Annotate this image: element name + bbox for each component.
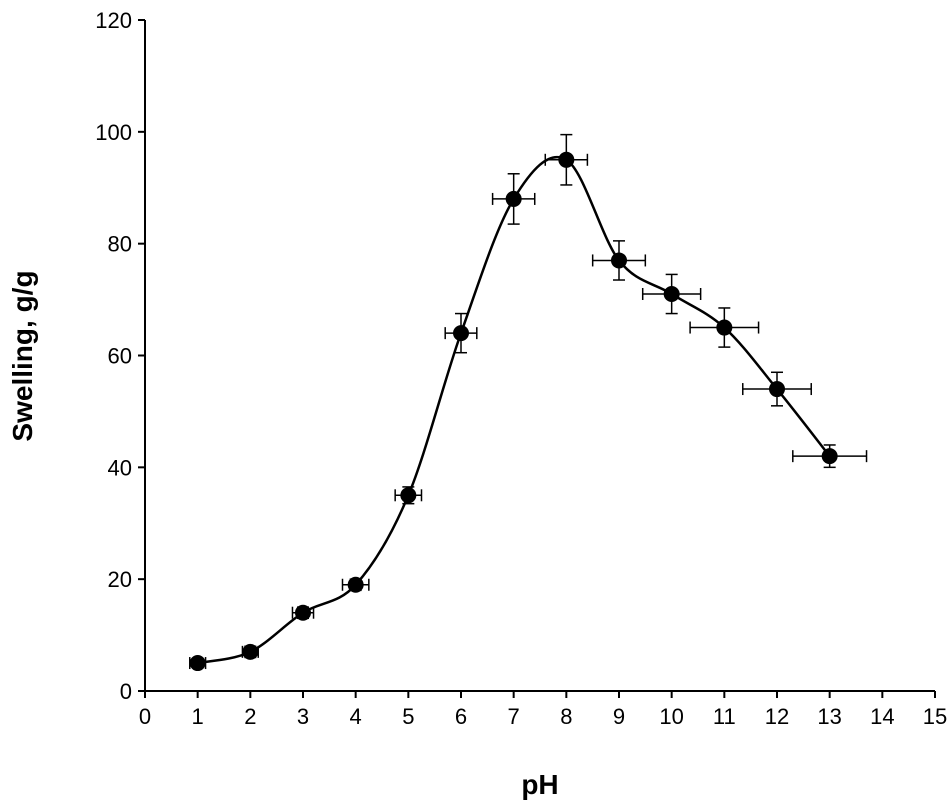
error-bars bbox=[189, 133, 868, 670]
data-point bbox=[716, 319, 733, 336]
y-tick-label: 0 bbox=[120, 679, 132, 704]
data-point bbox=[189, 655, 206, 672]
data-point bbox=[558, 151, 575, 168]
x-tick-label: 7 bbox=[508, 704, 520, 729]
x-tick-label: 4 bbox=[350, 704, 362, 729]
series-line-group bbox=[197, 155, 831, 665]
x-tick-label: 3 bbox=[297, 704, 309, 729]
data-point bbox=[400, 487, 417, 504]
data-point bbox=[663, 285, 680, 302]
y-tick-label: 60 bbox=[108, 344, 132, 369]
x-tick-label: 10 bbox=[659, 704, 683, 729]
y-axis-title: Swelling, g/g bbox=[7, 270, 38, 441]
y-tick-label: 100 bbox=[95, 120, 132, 145]
data-point bbox=[347, 576, 364, 593]
axes bbox=[144, 20, 935, 692]
x-tick-label: 13 bbox=[817, 704, 841, 729]
x-tick-label: 14 bbox=[870, 704, 894, 729]
data-point bbox=[821, 448, 838, 465]
x-tick-label: 5 bbox=[402, 704, 414, 729]
x-tick-label: 6 bbox=[455, 704, 467, 729]
data-points bbox=[189, 151, 838, 672]
x-tick-label: 0 bbox=[139, 704, 151, 729]
data-point bbox=[242, 643, 259, 660]
x-tick-label: 11 bbox=[713, 704, 736, 729]
data-point bbox=[505, 190, 522, 207]
y-tick-label: 20 bbox=[108, 567, 132, 592]
x-tick-label: 9 bbox=[613, 704, 625, 729]
series-line bbox=[197, 155, 831, 665]
x-axis-title: pH bbox=[521, 769, 558, 800]
x-tick-label: 1 bbox=[192, 704, 204, 729]
x-tick-label: 15 bbox=[923, 704, 947, 729]
y-tick-label: 80 bbox=[108, 232, 132, 257]
data-point bbox=[611, 252, 627, 269]
y-tick-label: 40 bbox=[108, 455, 132, 480]
y-tick-label: 120 bbox=[95, 8, 132, 33]
data-point bbox=[295, 604, 311, 621]
x-tick-label: 2 bbox=[244, 704, 256, 729]
data-point bbox=[769, 381, 785, 398]
x-tick-label: 12 bbox=[765, 704, 789, 729]
data-point bbox=[453, 325, 469, 342]
x-tick-label: 8 bbox=[560, 704, 572, 729]
